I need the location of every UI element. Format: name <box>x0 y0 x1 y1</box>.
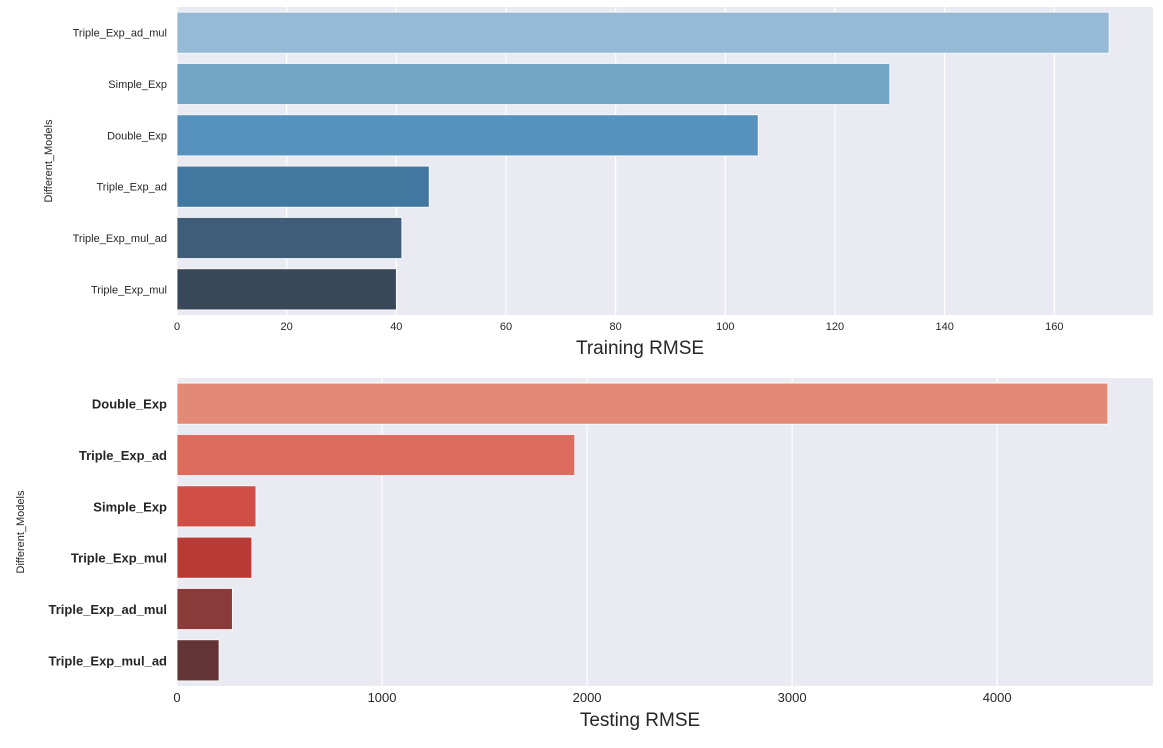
y-category-label: Triple_Exp_mul_ad <box>73 233 167 245</box>
x-tick-label: 1000 <box>368 690 397 705</box>
x-tick-label: 60 <box>500 321 512 333</box>
y-category-label: Double_Exp <box>107 130 167 142</box>
x-axis-title: Training RMSE <box>576 338 704 359</box>
bar-simple-exp <box>176 485 257 528</box>
plot-area <box>177 378 1153 686</box>
y-category-label: Triple_Exp_ad <box>79 448 167 463</box>
x-tick-label: 140 <box>935 321 953 333</box>
x-tick-label: 80 <box>610 321 622 333</box>
y-category-label: Simple_Exp <box>93 499 167 514</box>
y-category-label: Double_Exp <box>92 397 167 412</box>
bar-simple-exp <box>176 63 891 105</box>
y-category-label: Triple_Exp_mul_ad <box>49 653 168 668</box>
bar-triple-exp-mul <box>176 536 253 579</box>
x-tick-label: 120 <box>826 321 844 333</box>
y-category-label: Triple_Exp_mul <box>71 551 167 566</box>
y-category-label: Triple_Exp_mul <box>91 284 167 296</box>
x-tick-label: 3000 <box>778 690 807 705</box>
y-category-label: Triple_Exp_ad <box>96 182 167 194</box>
x-tick-label: 0 <box>173 690 180 705</box>
bar-double-exp <box>176 114 759 157</box>
y-axis-title: Different_Models <box>15 490 27 573</box>
bar-double-exp <box>176 382 1109 425</box>
plot-area <box>177 7 1153 315</box>
y-category-label: Triple_Exp_ad_mul <box>49 602 168 617</box>
y-axis-title: Different_Models <box>43 119 55 202</box>
x-tick-label: 2000 <box>573 690 602 705</box>
bar-triple-exp-mul-ad <box>176 217 403 259</box>
x-tick-label: 4000 <box>983 690 1012 705</box>
y-category-label: Simple_Exp <box>108 79 167 91</box>
bar-triple-exp-ad-mul <box>176 588 233 630</box>
x-tick-label: 40 <box>390 321 402 333</box>
bar-triple-exp-mul-ad <box>176 639 220 682</box>
x-tick-label: 100 <box>716 321 734 333</box>
x-tick-label: 20 <box>281 321 293 333</box>
bar-triple-exp-ad-mul <box>176 11 1110 54</box>
bar-triple-exp-ad <box>176 165 430 208</box>
testing-rmse-chart: 0 1000 2000 3000 4000 Double_Exp Triple_Exp_ad… <box>15 378 1153 731</box>
x-tick-label: 160 <box>1045 321 1063 333</box>
bar-triple-exp-ad <box>176 434 576 476</box>
training-rmse-chart: 0 20 40 60 80 100 120 140 160 Triple_Exp_ad_mul Si… <box>43 7 1153 359</box>
x-axis-title: Testing RMSE <box>580 710 700 731</box>
y-category-label: Triple_Exp_ad_mul <box>73 28 167 40</box>
bar-triple-exp-mul <box>176 268 397 311</box>
x-tick-label: 0 <box>174 321 180 333</box>
